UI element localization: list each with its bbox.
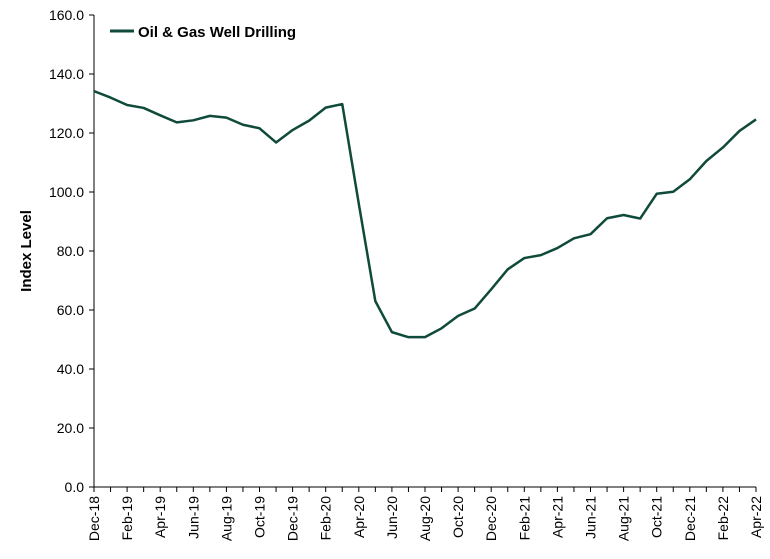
x-tick-label: Oct-21 <box>649 496 665 538</box>
data-point <box>738 130 740 132</box>
y-tick-label: 60.0 <box>57 302 84 318</box>
y-tick-label: 80.0 <box>57 243 84 259</box>
x-tick-label: Apr-19 <box>152 496 168 538</box>
y-axis-title-group: Index Level <box>18 210 35 292</box>
x-tick-label: Aug-21 <box>616 496 632 541</box>
y-tick-label: 100.0 <box>49 184 84 200</box>
data-point <box>473 307 475 309</box>
data-point <box>656 193 658 195</box>
x-tick-label: Apr-21 <box>549 496 565 538</box>
data-point <box>440 327 442 329</box>
data-point <box>93 90 95 92</box>
x-tick-label: Dec-18 <box>86 496 102 541</box>
data-point <box>622 214 624 216</box>
data-point <box>391 331 393 333</box>
x-tick-label: Apr-22 <box>748 496 764 538</box>
y-tick-label: 20.0 <box>57 420 84 436</box>
x-tick-label: Feb-20 <box>318 496 334 541</box>
y-tick-label: 0.0 <box>65 479 85 495</box>
x-tick-label: Oct-19 <box>252 496 268 538</box>
axes <box>93 15 756 488</box>
data-point <box>523 257 525 259</box>
data-point <box>639 217 641 219</box>
x-axis-ticks: Dec-18 Feb-19 Apr-19 Jun-19 Aug-19 Oct-19 Dec-… <box>86 487 764 541</box>
legend: Oil & Gas Well Drilling <box>110 24 296 41</box>
data-point <box>291 129 293 131</box>
data-point <box>507 268 509 270</box>
data-point <box>407 336 409 338</box>
y-tick-label: 160.0 <box>49 7 84 23</box>
data-point <box>242 124 244 126</box>
data-point <box>556 247 558 249</box>
data-point <box>258 127 260 129</box>
data-point <box>672 191 674 193</box>
x-tick-label: Jun-19 <box>185 496 201 539</box>
y-tick-label: 140.0 <box>49 66 84 82</box>
x-tick-label: Dec-21 <box>682 496 698 541</box>
data-point <box>109 96 111 98</box>
data-point <box>159 114 161 116</box>
data-point <box>358 203 360 205</box>
x-tick-label: Oct-20 <box>450 496 466 538</box>
data-point <box>424 336 426 338</box>
data-point <box>275 141 277 143</box>
y-tick-label: 40.0 <box>57 361 84 377</box>
data-point <box>540 254 542 256</box>
y-axis-title: Index Level <box>18 210 35 292</box>
x-tick-label: Feb-22 <box>715 496 731 541</box>
data-point <box>457 315 459 317</box>
legend-label: Oil & Gas Well Drilling <box>138 24 296 41</box>
data-point <box>689 178 691 180</box>
data-point <box>126 104 128 106</box>
x-tick-label: Dec-20 <box>483 496 499 541</box>
data-point <box>755 118 757 120</box>
data-point <box>225 116 227 118</box>
series-lines <box>93 89 757 339</box>
data-point <box>209 115 211 117</box>
data-point <box>589 233 591 235</box>
y-axis-ticks: 0.0 20.0 40.0 60.0 80.0 100.0 120.0 140.0 160.0 <box>49 7 94 495</box>
x-tick-label: Aug-20 <box>417 496 433 541</box>
x-tick-label: Jun-21 <box>583 496 599 539</box>
y-tick-label: 120.0 <box>49 125 84 141</box>
data-point <box>705 160 707 162</box>
data-point <box>606 217 608 219</box>
x-tick-label: Aug-19 <box>218 496 234 541</box>
data-point <box>722 146 724 148</box>
series-line-0 <box>93 89 757 339</box>
data-point <box>176 121 178 123</box>
x-tick-label: Dec-19 <box>285 496 301 541</box>
x-tick-label: Feb-21 <box>516 496 532 541</box>
data-point <box>142 107 144 109</box>
x-tick-label: Feb-19 <box>119 496 135 541</box>
x-tick-label: Jun-20 <box>384 496 400 539</box>
data-point <box>573 237 575 239</box>
data-point <box>341 103 343 105</box>
data-point <box>325 106 327 108</box>
x-tick-label: Apr-20 <box>351 496 367 538</box>
data-point <box>490 288 492 290</box>
data-point <box>374 300 376 302</box>
data-point <box>192 119 194 121</box>
data-point <box>308 119 310 121</box>
